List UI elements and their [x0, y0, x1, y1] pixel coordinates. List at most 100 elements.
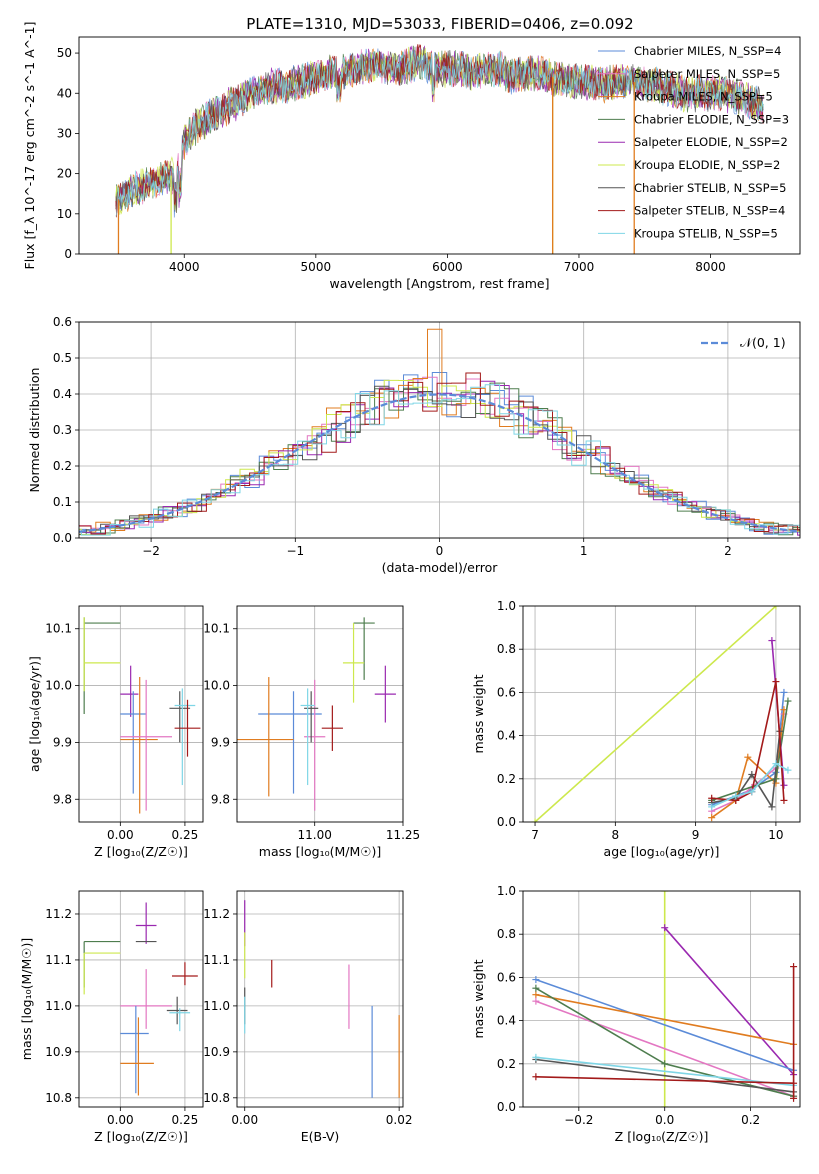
y-axis-label: mass weight	[471, 674, 486, 753]
errorbar-kroupa_miles	[120, 1017, 154, 1095]
y-tick-label: 0.8	[497, 642, 516, 656]
y-tick-label: 0.6	[497, 970, 516, 984]
x-axis-label: mass [log₁₀(M/M☉)]	[259, 844, 381, 859]
y-tick-label: 10.1	[203, 622, 230, 636]
errorbar-chabrier_elodie	[84, 942, 120, 988]
weight-line-salpeter_elodie	[665, 928, 794, 1075]
errorbar-chabrier_elodie	[84, 617, 120, 714]
errorbar-chabrier_miles	[120, 1006, 148, 1093]
errorbar-kroupa_miles	[237, 677, 294, 796]
y-axis-label: mass weight	[471, 959, 486, 1038]
errorbar-kroupa_miles	[120, 677, 157, 813]
y-tick-label: 0.0	[53, 531, 72, 545]
y-tick-label: 0.6	[53, 315, 72, 329]
legend-entry: Salpeter STELIB, N_SSP=4	[634, 204, 785, 218]
y-tick-label: 10.9	[45, 1045, 72, 1059]
plot-frame	[79, 891, 203, 1107]
legend-entry: Kroupa ELODIE, N_SSP=2	[634, 158, 780, 172]
y-tick-label: 9.8	[53, 792, 72, 806]
y-tick-label: 1.0	[497, 599, 516, 613]
y-tick-label: 30	[57, 126, 72, 140]
errorbar-salpeter_miles	[120, 680, 172, 811]
y-axis-label: Flux [f_λ 10^-17 erg cm^-2 s^-1 A^-1]	[22, 22, 37, 270]
y-tick-label: 20	[57, 167, 72, 181]
x-tick-label: 7	[531, 828, 539, 842]
y-axis-label: age [log₁₀(age/yr)]	[27, 656, 42, 772]
y-tick-label: 11.1	[45, 953, 72, 967]
histograms	[29, 329, 819, 538]
errorbar-kroupa_stelib	[169, 1008, 190, 1031]
y-tick-label: 0.6	[497, 685, 516, 699]
errorbars	[237, 617, 396, 810]
y-tick-label: 11.2	[203, 907, 230, 921]
x-tick-label: 1	[580, 544, 588, 558]
gridlines	[523, 606, 800, 822]
x-tick-label: 0.00	[107, 828, 134, 842]
x-tick-label: −2	[142, 544, 160, 558]
gridlines	[237, 891, 403, 1107]
weight-line-kroupa_elodie	[535, 606, 776, 822]
errorbar-salpeter_stelib	[172, 962, 198, 985]
errorbar-salpeter_stelib	[322, 705, 343, 750]
x-tick-label: −1	[286, 544, 304, 558]
y-tick-label: 0.0	[497, 1100, 516, 1114]
y-tick-label: 50	[57, 46, 72, 60]
errorbar-chabrier_elodie	[354, 617, 375, 680]
errorbars	[84, 617, 200, 813]
y-tick-label: 0.4	[497, 1014, 516, 1028]
y-tick-label: 0.8	[497, 927, 516, 941]
errorbar-kroupa_elodie	[343, 623, 364, 703]
spectrum-title: PLATE=1310, MJD=53033, FIBERID=0406, z=0…	[246, 15, 633, 33]
y-tick-label: 11.2	[45, 907, 72, 921]
weight-line-chabrier_elodie	[712, 701, 788, 800]
weight-lines	[532, 888, 797, 1111]
y-tick-label: 0.2	[53, 459, 72, 473]
x-axis-label: E(B-V)	[301, 1129, 340, 1144]
y-tick-label: 10.1	[45, 622, 72, 636]
y-tick-label: 10.8	[45, 1091, 72, 1105]
x-tick-label: 0.25	[172, 1113, 199, 1127]
y-axis-label: Normed distribution	[27, 368, 42, 493]
y-tick-label: 10.9	[203, 1045, 230, 1059]
y-tick-label: 0.4	[497, 729, 516, 743]
y-tick-label: 9.9	[211, 735, 230, 749]
legend-entry: Chabrier ELODIE, N_SSP=3	[634, 112, 789, 126]
weight-lines	[532, 603, 792, 826]
errorbar-chabrier_stelib	[167, 997, 188, 1025]
x-tick-label: 7000	[564, 260, 595, 274]
y-tick-label: 0.5	[53, 351, 72, 365]
errorbar-salpeter_elodie	[136, 902, 157, 943]
legend-entry: Kroupa STELIB, N_SSP=5	[634, 226, 778, 240]
y-tick-label: 0.0	[497, 815, 516, 829]
x-tick-label: 0.0	[655, 1113, 674, 1127]
x-tick-label: 0.02	[386, 1113, 413, 1127]
y-tick-label: 11.0	[45, 999, 72, 1013]
y-tick-label: 0.2	[497, 772, 516, 786]
y-tick-label: 40	[57, 86, 72, 100]
y-tick-label: 0.1	[53, 495, 72, 509]
legend-entry: Salpeter MILES, N_SSP=5	[634, 67, 780, 81]
x-tick-label: 2	[724, 544, 732, 558]
gridlines	[79, 891, 203, 1107]
histogram-chabrier_miles	[29, 373, 819, 539]
x-tick-label: 11.00	[298, 828, 332, 842]
plot-frame	[237, 891, 403, 1107]
y-tick-label: 10.0	[45, 679, 72, 693]
x-tick-label: 10	[768, 828, 783, 842]
x-tick-label: 4000	[169, 260, 200, 274]
y-tick-label: 0.3	[53, 423, 72, 437]
y-axis-label: mass [log₁₀(M/M☉)]	[19, 938, 34, 1060]
x-tick-label: 0.00	[107, 1113, 134, 1127]
x-tick-label: 0	[436, 544, 444, 558]
x-tick-label: 0.2	[741, 1113, 760, 1127]
errorbar-kroupa_elodie	[84, 953, 120, 994]
x-tick-label: 9	[692, 828, 700, 842]
x-tick-label: −0.2	[564, 1113, 593, 1127]
